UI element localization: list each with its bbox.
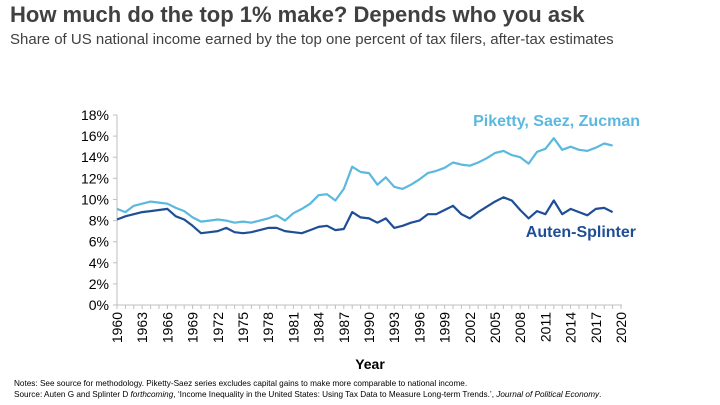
x-tick-label: 1990 (361, 312, 377, 343)
source-forthcoming: forthcoming (130, 389, 174, 399)
y-tick-label: 2% (89, 276, 109, 292)
x-tick-label: 2017 (588, 312, 604, 343)
x-tick-label: 1996 (411, 312, 427, 343)
x-tick-label: 1969 (185, 312, 201, 343)
x-tick-label: 2014 (563, 312, 579, 343)
source-title: , ‘Income Inequality in the United State… (173, 389, 497, 399)
x-tick-label: 1984 (311, 312, 327, 343)
x-axis-label: Year (355, 356, 385, 372)
source-journal: Journal of Political Economy (496, 389, 600, 399)
y-tick-label: 4% (89, 255, 109, 271)
x-tick-label: 1972 (210, 312, 226, 343)
x-tick-label: 1993 (386, 312, 402, 343)
series-lines (116, 137, 614, 235)
page-subtitle: Share of US national income earned by th… (10, 31, 614, 48)
notes: Notes: See source for methodology. Piket… (14, 379, 601, 400)
y-tick-label: 8% (89, 213, 109, 229)
y-tick-label: 6% (89, 234, 109, 250)
series-label-auten-splinter: Auten-Splinter (526, 224, 636, 241)
source-end: . (599, 389, 602, 399)
series-line-auten-splinter (116, 196, 614, 235)
x-tick-label: 2008 (512, 312, 528, 343)
y-tick-label: 14% (81, 149, 109, 165)
x-tick-label: 1981 (285, 312, 301, 343)
x-tick-label: 1960 (109, 312, 125, 343)
x-tick-label: 1975 (235, 312, 251, 343)
notes-source: Source: Auten G and Splinter D forthcomi… (14, 390, 601, 401)
x-tick-label: 1963 (134, 312, 150, 343)
y-tick-label: 18% (81, 107, 109, 123)
x-tick-label: 1987 (336, 312, 352, 343)
page-title: How much do the top 1% make? Depends who… (10, 2, 585, 27)
y-tick-label: 12% (81, 170, 109, 186)
x-tick-label: 2011 (537, 312, 553, 342)
x-tick-label: 2020 (613, 312, 629, 343)
series-line-piketty-saez-zucman (116, 137, 613, 224)
series-label-piketty-saez-zucman: Piketty, Saez, Zucman (473, 113, 640, 130)
axes: 0% 2% 4% 6% 8% 10% 12% 14% 16% 18% 1960 1963 1966 196… (81, 107, 629, 343)
x-tick-label: 1999 (437, 312, 453, 343)
source-text: Source: Auten G and Splinter D (14, 389, 131, 399)
x-tick-label: 2002 (462, 312, 478, 343)
notes-methodology: Notes: See source for methodology. Piket… (14, 379, 468, 388)
y-tick-label: 10% (81, 191, 109, 207)
y-tick-label: 0% (89, 297, 109, 313)
x-tick-label: 1966 (159, 312, 175, 343)
x-tick-label: 2005 (487, 312, 503, 343)
y-tick-label: 16% (81, 128, 109, 144)
x-tick-label: 1978 (260, 312, 276, 343)
